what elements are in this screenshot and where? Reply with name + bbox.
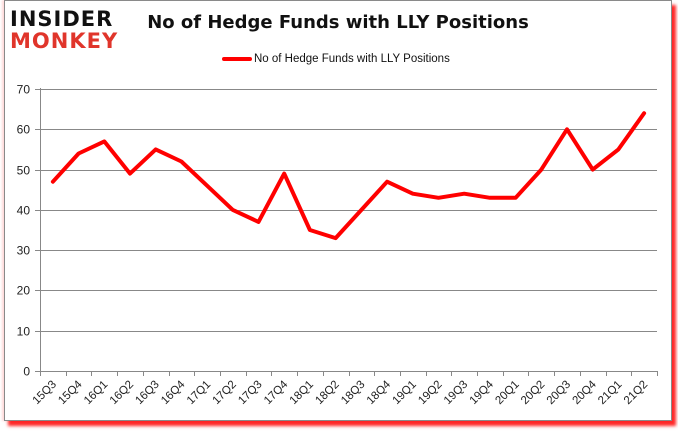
y-tick-label: 30 bbox=[17, 244, 31, 258]
x-tick-label: 15Q4 bbox=[56, 378, 85, 407]
x-tick-label: 17Q3 bbox=[236, 379, 264, 407]
y-tick-label: 60 bbox=[17, 123, 31, 137]
y-tick-label: 0 bbox=[23, 365, 30, 379]
series-line bbox=[50, 111, 647, 241]
x-tick-label: 16Q2 bbox=[108, 379, 136, 407]
x-tick-label: 17Q4 bbox=[262, 378, 291, 407]
x-tick-label: 20Q2 bbox=[519, 379, 547, 407]
x-tick-label: 16Q4 bbox=[159, 378, 188, 407]
legend-line-swatch-icon bbox=[222, 57, 252, 61]
y-tick-label: 40 bbox=[17, 204, 31, 218]
x-tick-label: 18Q4 bbox=[365, 378, 394, 407]
x-tick-label: 19Q4 bbox=[468, 378, 497, 407]
x-tick-label: 18Q3 bbox=[339, 379, 367, 407]
x-tick-label: 20Q3 bbox=[545, 379, 573, 407]
x-axis-tick-labels: 15Q315Q416Q116Q216Q316Q417Q117Q217Q317Q4… bbox=[31, 378, 651, 407]
y-tick-label: 70 bbox=[17, 83, 31, 97]
logo-line-monkey: MONKEY bbox=[10, 29, 119, 53]
x-tick-label: 16Q3 bbox=[133, 379, 161, 407]
x-tick-label: 18Q2 bbox=[313, 379, 341, 407]
chart-title: No of Hedge Funds with LLY Positions bbox=[147, 12, 529, 33]
x-tick-label: 20Q4 bbox=[570, 378, 599, 407]
logo-line-insider: INSIDER bbox=[10, 7, 114, 31]
x-tick-label: 17Q1 bbox=[185, 379, 213, 407]
x-tick-label: 15Q3 bbox=[31, 379, 59, 407]
y-tick-label: 20 bbox=[17, 284, 31, 298]
x-tick-label: 17Q2 bbox=[211, 379, 239, 407]
y-axis-tick-labels: 0 10 20 30 40 50 60 70 bbox=[17, 83, 31, 379]
gridlines bbox=[40, 89, 657, 332]
x-tick-label: 19Q1 bbox=[391, 379, 419, 407]
x-tick-label: 21Q2 bbox=[622, 379, 650, 407]
y-tick-label: 10 bbox=[17, 325, 31, 339]
x-tick-label: 20Q1 bbox=[493, 379, 521, 407]
legend-label: No of Hedge Funds with LLY Positions bbox=[254, 53, 450, 65]
x-tick-label: 19Q3 bbox=[442, 379, 470, 407]
y-tick-label: 50 bbox=[17, 164, 31, 178]
x-tick-label: 16Q1 bbox=[82, 379, 110, 407]
x-tick-label: 18Q1 bbox=[288, 379, 316, 407]
insider-monkey-logo: INSIDER MONKEY bbox=[10, 8, 126, 52]
x-tick-label: 19Q2 bbox=[416, 379, 444, 407]
x-tick-label: 21Q1 bbox=[596, 379, 624, 407]
chart-legend: No of Hedge Funds with LLY Positions bbox=[222, 53, 450, 65]
axes bbox=[35, 88, 658, 376]
